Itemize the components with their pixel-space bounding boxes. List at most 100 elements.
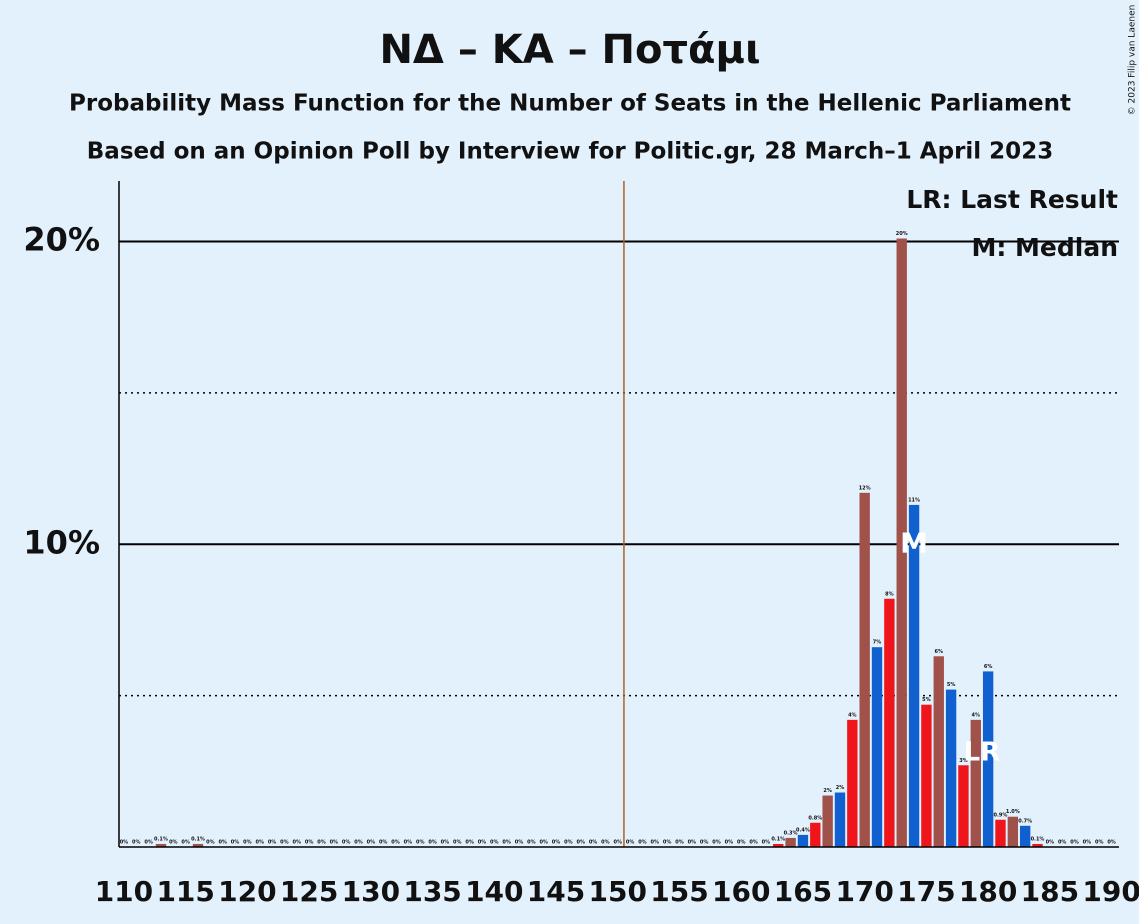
- value-label: 4%: [972, 712, 981, 718]
- x-tick-label: 140: [465, 875, 523, 908]
- value-label: 0%: [651, 840, 660, 846]
- x-tick-label: 145: [527, 875, 585, 908]
- x-tick-label: 185: [1021, 875, 1079, 908]
- bar: [847, 719, 858, 847]
- x-tick-label: 190: [1082, 875, 1139, 908]
- value-label: 0%: [342, 840, 351, 846]
- value-label: 0%: [539, 840, 548, 846]
- value-label: 0%: [502, 840, 511, 846]
- value-label: 20%: [896, 231, 908, 237]
- value-label: 12%: [859, 485, 871, 491]
- value-label: 0%: [638, 840, 647, 846]
- value-label: 1.0%: [1006, 809, 1020, 815]
- value-label: 6%: [935, 649, 944, 655]
- value-label: 0%: [379, 840, 388, 846]
- value-label: 0%: [120, 840, 129, 846]
- value-label: 0%: [293, 840, 302, 846]
- value-label: 0%: [453, 840, 462, 846]
- value-label: 0%: [428, 840, 437, 846]
- value-label: 0%: [1095, 840, 1104, 846]
- bar: [834, 792, 846, 847]
- value-label: 0%: [391, 840, 400, 846]
- value-label: 0%: [515, 840, 524, 846]
- value-label: 5%: [922, 697, 931, 703]
- value-label: 0.1%: [154, 836, 168, 842]
- x-tick-label: 170: [835, 875, 893, 908]
- value-label: 0%: [231, 840, 240, 846]
- value-label: 0%: [749, 840, 758, 846]
- value-label: 0%: [725, 840, 734, 846]
- x-tick-label: 115: [156, 875, 214, 908]
- value-label: 0%: [218, 840, 227, 846]
- bar: [921, 704, 932, 847]
- value-label: 0%: [305, 840, 314, 846]
- value-label: 0%: [317, 840, 326, 846]
- bar: [797, 834, 809, 847]
- value-label: 0%: [663, 840, 672, 846]
- bar: [155, 843, 167, 847]
- x-tick-label: 155: [650, 875, 708, 908]
- bar: [192, 843, 204, 847]
- x-tick-label: 110: [95, 875, 153, 908]
- value-label: 0.1%: [1031, 836, 1045, 842]
- value-label: 3%: [959, 758, 968, 764]
- value-label: 0%: [404, 840, 413, 846]
- value-label: 0%: [465, 840, 474, 846]
- bar: [773, 843, 784, 847]
- x-tick-label: 180: [959, 875, 1017, 908]
- copyright: © 2023 Filip van Laenen: [1128, 5, 1138, 116]
- value-label: 0%: [367, 840, 376, 846]
- value-label: 0%: [181, 840, 190, 846]
- value-label: 0.4%: [796, 827, 810, 833]
- value-label: 0%: [268, 840, 277, 846]
- value-label: 0%: [626, 840, 635, 846]
- value-label: 0.8%: [808, 815, 822, 821]
- x-tick-label: 160: [712, 875, 770, 908]
- value-label: 0%: [589, 840, 598, 846]
- value-label: 0%: [675, 840, 684, 846]
- value-label: 0.7%: [1018, 818, 1032, 824]
- value-label: 0%: [601, 840, 610, 846]
- value-label: 0.3%: [784, 830, 798, 836]
- bar: [785, 837, 796, 847]
- value-label: 0%: [1046, 840, 1055, 846]
- bar: [896, 238, 907, 847]
- value-label: 6%: [984, 664, 993, 670]
- bar: [958, 765, 969, 847]
- y-tick-label: 20%: [23, 221, 100, 259]
- bar: [810, 822, 821, 847]
- value-label: 0%: [614, 840, 623, 846]
- bar: [822, 795, 833, 847]
- legend-entry: LR: Last Result: [906, 185, 1118, 214]
- bar: [884, 598, 895, 847]
- value-label: 0%: [132, 840, 141, 846]
- value-label: 0%: [416, 840, 425, 846]
- value-label: 0%: [1107, 840, 1116, 846]
- value-label: 0%: [688, 840, 697, 846]
- legend-entry: M: Median: [971, 233, 1118, 262]
- value-label: 0%: [527, 840, 536, 846]
- value-label: 0%: [243, 840, 252, 846]
- bar: [982, 671, 994, 847]
- bar: [859, 492, 870, 847]
- value-label: 8%: [885, 591, 894, 597]
- value-label: 7%: [873, 640, 882, 646]
- value-label: 0%: [712, 840, 721, 846]
- value-label: 0%: [144, 840, 153, 846]
- x-tick-label: 135: [403, 875, 461, 908]
- x-tick-label: 125: [280, 875, 338, 908]
- value-label: 0%: [490, 840, 499, 846]
- value-label: 0%: [478, 840, 487, 846]
- value-label: 11%: [908, 497, 920, 503]
- value-label: 0%: [1083, 840, 1092, 846]
- value-label: 0%: [169, 840, 178, 846]
- value-label: 0.1%: [771, 836, 785, 842]
- value-label: 0%: [552, 840, 561, 846]
- value-label: 0%: [762, 840, 771, 846]
- value-label: 0%: [576, 840, 585, 846]
- value-label: 0%: [255, 840, 264, 846]
- value-label: 2%: [823, 788, 832, 794]
- y-tick-label: 10%: [23, 523, 100, 561]
- chart-subtitle: Probability Mass Function for the Number…: [69, 91, 1071, 117]
